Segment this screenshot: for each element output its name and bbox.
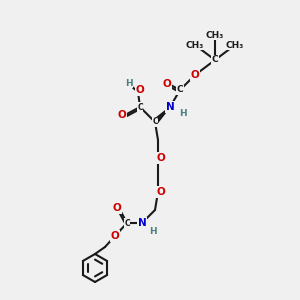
Text: O: O — [157, 153, 165, 163]
Text: C: C — [177, 85, 183, 94]
Text: C: C — [137, 103, 143, 112]
Text: H: H — [149, 227, 157, 236]
Text: C: C — [212, 56, 218, 64]
Text: O: O — [118, 110, 126, 120]
Text: N: N — [166, 102, 174, 112]
Text: H: H — [179, 110, 187, 118]
Text: CH₃: CH₃ — [186, 40, 204, 50]
Text: H: H — [125, 79, 133, 88]
Text: O: O — [112, 203, 122, 213]
Polygon shape — [153, 107, 170, 124]
Text: C: C — [124, 218, 130, 227]
Text: N: N — [138, 218, 146, 228]
Text: O: O — [111, 231, 119, 241]
Text: C: C — [152, 118, 158, 127]
Text: O: O — [190, 70, 200, 80]
Text: O: O — [163, 79, 171, 89]
Text: CH₃: CH₃ — [226, 40, 244, 50]
Text: O: O — [157, 187, 165, 197]
Text: O: O — [136, 85, 144, 95]
Text: CH₃: CH₃ — [206, 31, 224, 40]
